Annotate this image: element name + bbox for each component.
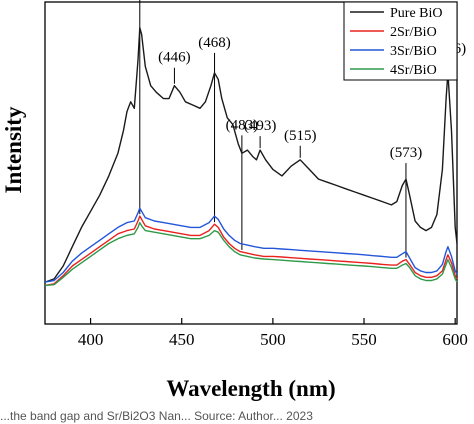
x-tick-label: 500 — [260, 330, 286, 349]
series-line-3 — [44, 221, 458, 287]
legend-box — [343, 1, 458, 81]
series-line-2 — [44, 207, 458, 283]
series-line-1 — [44, 215, 458, 287]
legend-items: Pure BiO 2Sr/BiO 3Sr/BiO 4Sr/BiO — [350, 6, 443, 78]
x-tick-label: 550 — [351, 330, 377, 349]
legend-label: 2Sr/BiO — [390, 25, 437, 40]
legend-label: Pure BiO — [390, 6, 443, 21]
x-tick-label: 400 — [78, 330, 104, 349]
x-axis-title: Wavelength (nm) — [166, 376, 335, 401]
plot-frame — [44, 1, 458, 325]
y-axis-title: Intensity — [1, 106, 26, 193]
peak-label: (468) — [198, 35, 231, 51]
peak-label: (493) — [244, 118, 277, 134]
x-tick-group: 400 450 500 550 600 — [78, 318, 468, 349]
peak-marker-group — [139, 0, 449, 258]
peak-label: (483) — [226, 117, 259, 133]
series-line-0 — [44, 27, 458, 283]
peak-label: (446) — [158, 50, 191, 66]
x-tick-label: 600 — [442, 330, 468, 349]
peak-label: (573) — [390, 145, 423, 161]
peak-label: (515) — [284, 128, 317, 144]
figure-caption: ...the band gap and Sr/Bi2O3 Nan... Sour… — [0, 409, 313, 423]
x-tick-label: 450 — [169, 330, 195, 349]
legend-label: 3Sr/BiO — [390, 44, 437, 59]
legend: Pure BiO 2Sr/BiO 3Sr/BiO 4Sr/BiO — [343, 1, 458, 81]
series-group — [44, 27, 458, 287]
legend-label: 4Sr/BiO — [390, 63, 437, 78]
